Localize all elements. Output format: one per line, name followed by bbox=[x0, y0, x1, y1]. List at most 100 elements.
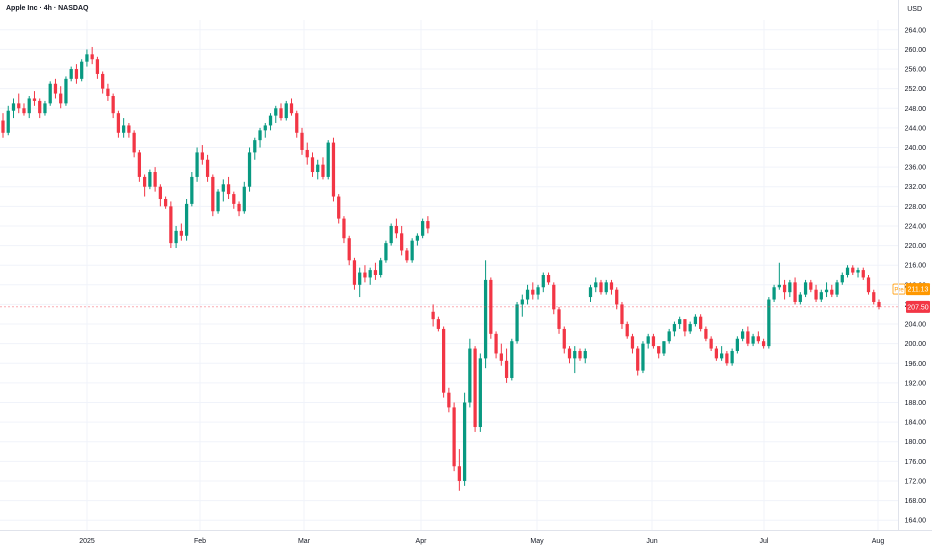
candle-body bbox=[657, 346, 661, 354]
candle-body bbox=[536, 287, 540, 295]
candle-body bbox=[326, 142, 330, 177]
candle-body bbox=[80, 61, 84, 79]
time-tick-label: Feb bbox=[194, 538, 206, 545]
candle-body bbox=[872, 292, 876, 302]
candle-body bbox=[468, 348, 472, 403]
candle-body bbox=[819, 292, 823, 300]
candle-body bbox=[258, 130, 262, 141]
candle-body bbox=[620, 304, 624, 325]
candle-body bbox=[122, 125, 126, 133]
candle-body bbox=[85, 54, 89, 62]
candle-body bbox=[310, 157, 315, 173]
price-tick-label: 252.00 bbox=[905, 86, 927, 93]
time-axis-divider bbox=[0, 530, 932, 531]
candle-body bbox=[289, 103, 294, 114]
candle-body bbox=[699, 316, 703, 329]
price-tags: Pre 211.13 207.50 bbox=[892, 283, 930, 313]
candle-body bbox=[588, 287, 593, 298]
candle-body bbox=[740, 331, 745, 339]
candle-body bbox=[321, 164, 325, 177]
pre-market-price-label: 211.13 bbox=[908, 287, 929, 294]
candle-body bbox=[840, 275, 844, 283]
candle-body bbox=[746, 331, 750, 344]
candle-body bbox=[641, 343, 645, 371]
candle-body bbox=[90, 54, 94, 60]
candle-body bbox=[866, 277, 871, 293]
candle-body bbox=[646, 336, 650, 344]
candle-body bbox=[494, 333, 498, 354]
candle-body bbox=[761, 341, 766, 347]
candle-body bbox=[473, 348, 477, 428]
candle-body bbox=[268, 115, 273, 126]
candle-body bbox=[489, 279, 493, 334]
candle-body bbox=[405, 250, 409, 261]
candle-body bbox=[441, 328, 446, 393]
candle-body bbox=[11, 103, 16, 111]
candle-body bbox=[436, 319, 441, 329]
candle-body bbox=[704, 328, 708, 339]
candle-body bbox=[316, 164, 320, 173]
candle-body bbox=[599, 282, 603, 293]
currency-label[interactable]: USD bbox=[907, 6, 922, 13]
price-tick-label: 244.00 bbox=[905, 125, 927, 132]
candle-body bbox=[431, 311, 435, 320]
candle-body bbox=[756, 336, 760, 342]
candle-body bbox=[6, 110, 10, 133]
candle-body bbox=[295, 113, 299, 133]
candle-body bbox=[111, 96, 115, 114]
symbol-title: Apple Inc · 4h · NASDAQ bbox=[6, 5, 89, 12]
candle-body bbox=[651, 336, 656, 347]
candle-body bbox=[232, 194, 236, 204]
candle-body bbox=[284, 103, 288, 119]
time-axis[interactable]: 2025 Feb Mar Apr May Jun Jul Aug bbox=[79, 538, 884, 545]
candle-body bbox=[636, 348, 640, 371]
candle-body bbox=[546, 275, 551, 283]
candle-body bbox=[604, 282, 608, 293]
candle-body bbox=[352, 260, 357, 285]
candle-body bbox=[43, 103, 47, 114]
candle-body bbox=[630, 336, 635, 349]
candle-body bbox=[777, 284, 781, 288]
candle-body bbox=[499, 353, 503, 361]
candle-body bbox=[148, 172, 152, 187]
price-tick-label: 192.00 bbox=[905, 380, 927, 387]
price-tick-label: 220.00 bbox=[905, 243, 927, 250]
candle-body bbox=[835, 282, 839, 295]
candle-body bbox=[158, 186, 162, 199]
candle-body bbox=[48, 83, 52, 104]
price-axis[interactable]: 264.00 260.00 256.00 252.00 248.00 244.00 240.… bbox=[905, 27, 927, 524]
candle-body bbox=[688, 324, 692, 332]
candle-body bbox=[53, 83, 58, 94]
candle-body bbox=[478, 358, 482, 428]
time-tick-label: Jun bbox=[646, 538, 657, 545]
candle-body bbox=[190, 176, 194, 204]
candle-body bbox=[384, 243, 388, 261]
price-tick-label: 176.00 bbox=[905, 459, 927, 466]
candle-body bbox=[578, 351, 582, 359]
candle-body bbox=[531, 289, 535, 295]
candle-body bbox=[861, 270, 865, 278]
candle-body bbox=[410, 240, 414, 261]
candle-body bbox=[788, 282, 792, 293]
candle-body bbox=[415, 235, 420, 241]
candle-body bbox=[672, 324, 677, 332]
candle-body bbox=[163, 198, 168, 207]
candle-body bbox=[358, 272, 362, 285]
candle-body bbox=[373, 270, 378, 275]
candle-body bbox=[814, 289, 818, 300]
candle-body bbox=[751, 336, 755, 344]
candle-body bbox=[74, 69, 79, 79]
candle-body bbox=[793, 282, 797, 302]
candle-body bbox=[169, 206, 173, 244]
candle-body bbox=[400, 233, 404, 251]
candle-body bbox=[69, 69, 73, 79]
candle-body bbox=[253, 140, 257, 153]
candle-body bbox=[347, 238, 351, 261]
price-tick-label: 200.00 bbox=[905, 341, 927, 348]
price-tick-label: 180.00 bbox=[905, 439, 927, 446]
candle-body bbox=[174, 230, 178, 244]
price-tick-label: 196.00 bbox=[905, 361, 927, 368]
candle-body bbox=[714, 348, 719, 359]
candle-body bbox=[615, 289, 619, 305]
